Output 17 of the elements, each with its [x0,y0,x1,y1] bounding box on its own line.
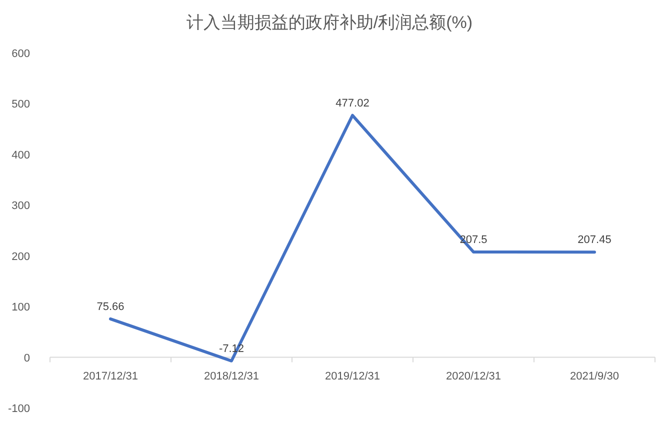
y-tick-label: 100 [12,302,30,314]
y-tick-label: 200 [12,250,30,263]
x-tick-label: 2019/12/31 [324,370,380,382]
x-tick-label: 2017/12/31 [82,370,138,382]
y-tick-label: 500 [12,98,30,111]
y-tick-label: 600 [12,48,30,60]
y-tick-label: 400 [12,149,30,162]
x-tick-label: 2018/12/31 [204,370,260,382]
x-tick-label: 2021/9/30 [570,370,619,382]
chart-title: 计入当期损益的政府补助/利润总额(%) [186,13,473,32]
data-label: 477.02 [336,97,370,110]
y-tick-label: -100 [8,403,30,415]
y-tick-label: 0 [24,352,30,364]
y-tick-label: 300 [12,200,30,212]
data-label: 207.45 [578,234,612,246]
x-tick-label: 2020/12/31 [446,370,502,382]
data-label: 75.66 [96,300,124,313]
